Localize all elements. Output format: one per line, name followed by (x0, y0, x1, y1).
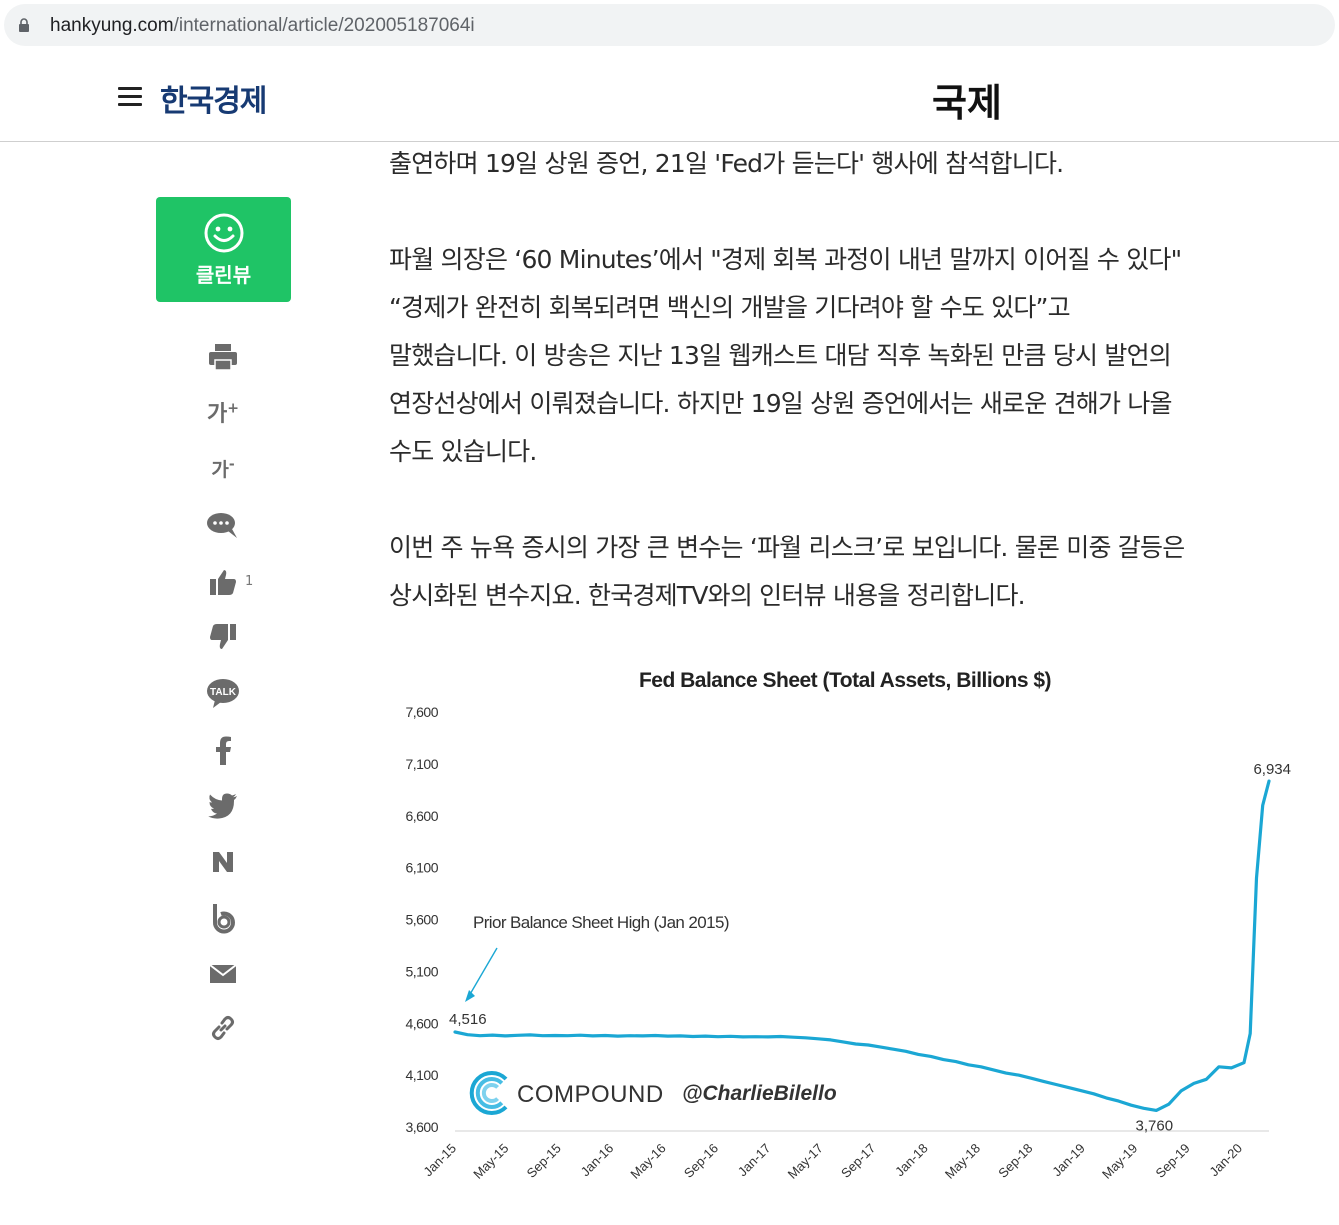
x-tick-label: Jan-19 (1049, 1141, 1088, 1180)
x-tick-label: May-18 (942, 1141, 983, 1182)
compound-logo-icon (469, 1071, 508, 1115)
copy-link-button[interactable] (205, 1010, 241, 1046)
x-tick-label: Jan-18 (892, 1141, 931, 1180)
smiley-icon (204, 213, 244, 253)
chart-title: Fed Balance Sheet (Total Assets, Billion… (639, 669, 1051, 692)
hamburger-menu-icon[interactable] (118, 87, 142, 107)
font-decrease-label: 가 (211, 458, 229, 481)
lock-icon (19, 18, 29, 32)
y-tick-label: 4,100 (405, 1067, 438, 1083)
x-tick-label: Jan-17 (735, 1141, 774, 1180)
y-tick-label: 6,600 (405, 808, 438, 824)
text-line: 상시화된 변수지요. 한국경제TV와의 인터뷰 내용을 정리합니다. (389, 581, 1026, 610)
compound-logo-arc (469, 1071, 508, 1115)
text-line: 연장선상에서 이뤄졌습니다. 하지만 19일 상원 증언에서는 새로운 견해가 … (389, 389, 1173, 418)
y-tick-label: 6,100 (405, 860, 438, 876)
compound-logo-arc (481, 1083, 500, 1103)
article-paragraph: 출연하며 19일 상원 증언, 21일 'Fed가 듣는다' 행사에 참석합니다… (389, 140, 1309, 188)
y-tick-label: 3,600 (405, 1119, 438, 1135)
series-line (453, 779, 1271, 1112)
comment-button[interactable] (205, 508, 241, 544)
like-button[interactable] (205, 564, 241, 600)
font-increase-icon: 가+ (207, 400, 239, 427)
twitter-share-button[interactable] (205, 788, 241, 824)
facebook-icon (216, 736, 231, 765)
x-tick-label: Sep-15 (524, 1141, 564, 1181)
url-host: hankyung.com (50, 15, 174, 36)
text-line: 출연하며 19일 상원 증언, 21일 'Fed가 듣는다' 행사에 참석합니다… (389, 149, 1064, 178)
text-line: 수도 있습니다. (389, 437, 537, 466)
compound-logo-arc (475, 1077, 504, 1109)
x-tick-label: Sep-18 (995, 1141, 1035, 1181)
link-icon (212, 1016, 234, 1040)
naver-share-button[interactable] (205, 844, 241, 880)
text-line: 말했습니다. 이 방송은 지난 13일 웹캐스트 대담 직후 녹화된 만큼 당시… (389, 341, 1172, 370)
x-tick-label: Sep-19 (1152, 1141, 1192, 1181)
data-label-end: 6,934 (1253, 761, 1291, 778)
url-text: hankyung.com/international/article/20200… (50, 15, 475, 37)
clean-view-label: 클린뷰 (195, 263, 252, 287)
x-tick-label: Jan-15 (420, 1141, 459, 1180)
x-tick-label: May-19 (1099, 1141, 1140, 1182)
svg-text:TALK: TALK (210, 687, 237, 698)
y-tick-label: 5,600 (405, 912, 438, 928)
naver-icon (213, 852, 233, 872)
x-tick-label: May-17 (785, 1141, 826, 1182)
kakaotalk-icon: TALK (207, 679, 239, 708)
print-button[interactable] (205, 339, 241, 375)
x-tick-label: May-16 (627, 1141, 668, 1182)
y-tick-label: 7,100 (405, 756, 438, 772)
url-field[interactable]: hankyung.com/international/article/20200… (4, 4, 1335, 46)
text-line: 이번 주 뉴욕 증시의 가장 큰 변수는 ‘파월 리스크’로 보입니다. 물론 … (389, 533, 1185, 562)
font-decrease-icon: 가- (211, 456, 235, 481)
data-label-start: 4,516 (449, 1011, 487, 1028)
data-label-low: 3,760 (1136, 1117, 1174, 1134)
article-paragraph: 파월 의장은 ‘60 Minutes’에서 "경제 회복 과정이 내년 말까지 … (389, 236, 1309, 476)
annotation-arrow (468, 947, 498, 997)
like-count: 1 (245, 574, 254, 589)
font-increase-button[interactable]: 가+ (205, 394, 241, 430)
mail-icon (209, 964, 237, 983)
fed-balance-sheet-chart: Fed Balance Sheet (Total Assets, Billion… (389, 650, 1309, 1210)
article-body: 출연하며 19일 상원 증언, 21일 'Fed가 듣는다' 행사에 참석합니다… (389, 140, 1309, 668)
site-header: 한국경제 국제 (0, 52, 1339, 142)
dislike-button[interactable] (205, 619, 241, 655)
clean-view-button[interactable]: 클린뷰 (156, 197, 291, 302)
x-tick-label: Sep-16 (681, 1141, 721, 1181)
x-tick-label: Sep-17 (838, 1141, 878, 1181)
x-tick-label: Jan-16 (578, 1141, 617, 1180)
section-title: 국제 (932, 81, 1002, 125)
thumbs-down-icon (210, 624, 236, 649)
annotation-arrowhead (465, 990, 475, 1002)
email-share-button[interactable] (205, 956, 241, 992)
x-tick-label: Jan-20 (1206, 1141, 1245, 1180)
band-share-button[interactable] (205, 900, 241, 936)
y-tick-label: 4,600 (405, 1015, 438, 1031)
print-icon (209, 344, 237, 371)
y-tick-label: 5,100 (405, 963, 438, 979)
twitter-icon (208, 793, 237, 819)
kakaotalk-share-button[interactable]: TALK (205, 675, 241, 711)
y-tick-label: 7,600 (405, 704, 438, 720)
facebook-share-button[interactable] (205, 733, 241, 769)
site-logo[interactable]: 한국경제 (160, 84, 267, 119)
x-tick-label: May-15 (470, 1141, 511, 1182)
text-line: “경제가 완전히 회복되려면 백신의 개발을 기다려야 할 수도 있다”고 (389, 293, 1071, 322)
article-paragraph: 이번 주 뉴욕 증시의 가장 큰 변수는 ‘파월 리스크’로 보입니다. 물론 … (389, 524, 1309, 620)
thumbs-up-icon (210, 570, 236, 595)
watermark-handle: @CharlieBilello (682, 1082, 837, 1105)
browser-address-bar: hankyung.com/international/article/20200… (0, 0, 1339, 52)
annotation-prior-high: Prior Balance Sheet High (Jan 2015) (473, 913, 729, 932)
url-path: /international/article/202005187064i (173, 15, 475, 36)
band-icon (213, 904, 235, 934)
font-decrease-button[interactable]: 가- (205, 450, 241, 486)
comment-icon (207, 513, 237, 538)
chart-svg: Fed Balance Sheet (Total Assets, Billion… (405, 669, 1291, 1182)
text-line: 파월 의장은 ‘60 Minutes’에서 "경제 회복 과정이 내년 말까지 … (389, 245, 1182, 274)
font-increase-label: 가 (207, 402, 228, 427)
watermark-brand: COMPOUND (517, 1081, 664, 1108)
